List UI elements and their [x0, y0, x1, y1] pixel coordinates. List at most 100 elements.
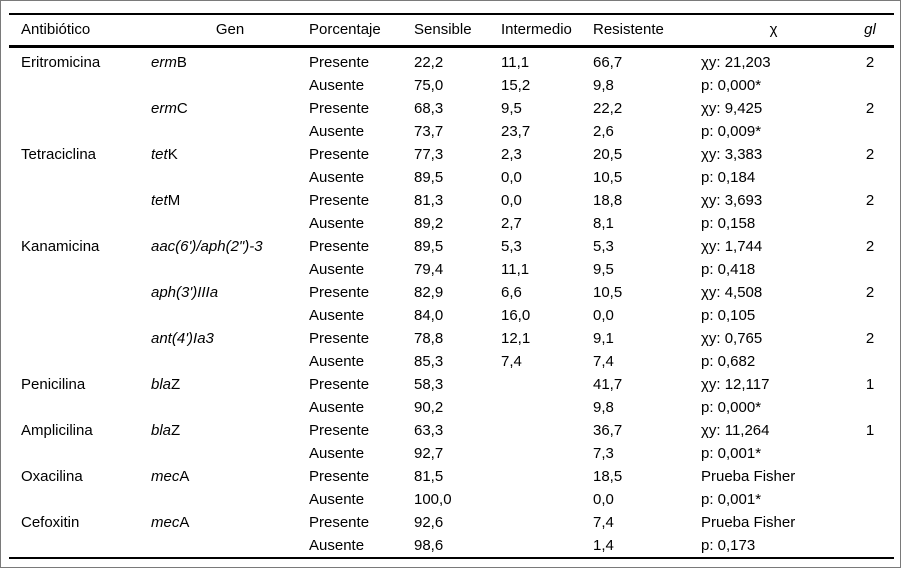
table-row: Ausente 100,0 0,0 p: 0,001*	[9, 488, 894, 511]
table-body: Eritromicina ermB Presente 22,2 11,1 66,…	[9, 47, 894, 559]
column-header-gen: Gen	[151, 14, 309, 48]
table-row: ermC Presente 68,3 9,5 22,2 χy: 9,425 2	[9, 97, 894, 120]
cell-porcentaje: Presente	[309, 330, 370, 347]
cell-antibiotico	[9, 327, 151, 350]
cell-porcentaje: Ausente	[309, 215, 365, 232]
cell-chi: p: 0,000*	[701, 77, 762, 94]
column-header-sensible: Sensible	[414, 14, 501, 48]
cell-antibiotico	[9, 350, 151, 373]
gene-name-italic: bla	[151, 422, 172, 439]
cell-intermedio	[501, 465, 593, 488]
table-row: Eritromicina ermB Presente 22,2 11,1 66,…	[9, 47, 894, 75]
cell-chi: χy: 4,508	[701, 284, 763, 301]
cell-antibiotico	[9, 120, 151, 143]
cell-sensible: 90,2	[414, 399, 444, 416]
cell-chi: χy: 3,383	[701, 146, 763, 163]
gene-name-suffix: B	[176, 54, 187, 71]
gene-name-suffix: Z	[171, 422, 181, 439]
cell-sensible: 81,5	[414, 468, 444, 485]
cell-resistente: 18,8	[593, 192, 623, 209]
gene-name-suffix: A	[179, 514, 190, 531]
cell-antibiotico	[9, 166, 151, 189]
cell-resistente: 7,4	[593, 514, 614, 531]
cell-gen: blaZ	[151, 373, 309, 396]
cell-gen: aac(6')/aph(2")-3	[151, 235, 309, 258]
column-header-intermedio: Intermedio	[501, 14, 593, 48]
cell-gen	[151, 488, 309, 511]
cell-resistente: 2,6	[593, 123, 614, 140]
table-row: Ausente 90,2 9,8 p: 0,000*	[9, 396, 894, 419]
cell-resistente: 0,0	[593, 307, 614, 324]
cell-intermedio: 0,0	[501, 192, 522, 209]
cell-porcentaje: Presente	[309, 468, 370, 485]
cell-resistente: 22,2	[593, 100, 623, 117]
table-row: Tetraciclina tetK Presente 77,3 2,3 20,5…	[9, 143, 894, 166]
cell-gen: tetK	[151, 143, 309, 166]
cell-porcentaje: Presente	[309, 192, 370, 209]
cell-gen: ermB	[151, 47, 309, 75]
cell-antibiotico: Kanamicina	[21, 238, 100, 255]
cell-chi: p: 0,105	[701, 307, 756, 324]
gene-name-italic: erm	[151, 54, 177, 71]
cell-intermedio: 11,1	[501, 54, 530, 71]
cell-gl: 2	[865, 284, 875, 301]
cell-resistente: 9,5	[593, 261, 614, 278]
cell-sensible: 100,0	[414, 491, 452, 508]
cell-gl: 2	[865, 146, 875, 163]
cell-resistente: 8,1	[593, 215, 614, 232]
cell-chi: χy: 11,264	[701, 422, 770, 439]
cell-gl	[846, 511, 894, 534]
cell-antibiotico: Tetraciclina	[21, 146, 97, 163]
cell-gen: tetM	[151, 189, 309, 212]
cell-gl: 1	[865, 376, 875, 393]
cell-resistente: 5,3	[593, 238, 614, 255]
cell-intermedio	[501, 511, 593, 534]
table-row: aph(3')IIIa Presente 82,9 6,6 10,5 χy: 4…	[9, 281, 894, 304]
cell-gl: 2	[865, 330, 875, 347]
gene-name-italic: aac(6')/aph(2")-3	[151, 238, 263, 255]
cell-antibiotico	[9, 189, 151, 212]
column-header-gl: gl	[846, 14, 894, 48]
cell-sensible: 92,6	[414, 514, 444, 531]
cell-porcentaje: Ausente	[309, 77, 365, 94]
cell-antibiotico: Penicilina	[21, 376, 86, 393]
cell-sensible: 82,9	[414, 284, 444, 301]
gene-name-italic: bla	[151, 376, 172, 393]
cell-sensible: 85,3	[414, 353, 444, 370]
cell-sensible: 73,7	[414, 123, 444, 140]
table-row: Amplicilina blaZ Presente 63,3 36,7 χy: …	[9, 419, 894, 442]
cell-chi: p: 0,418	[701, 261, 756, 278]
cell-resistente: 18,5	[593, 468, 623, 485]
cell-porcentaje: Ausente	[309, 445, 365, 462]
cell-intermedio	[501, 442, 593, 465]
cell-porcentaje: Ausente	[309, 169, 365, 186]
cell-chi: p: 0,000*	[701, 399, 762, 416]
table-row: Ausente 84,0 16,0 0,0 p: 0,105	[9, 304, 894, 327]
cell-sensible: 89,5	[414, 169, 444, 186]
gene-name-suffix: C	[176, 100, 188, 117]
column-header-porcentaje: Porcentaje	[309, 14, 414, 48]
gene-name-italic: tet	[151, 146, 168, 163]
cell-gl	[846, 534, 894, 558]
cell-porcentaje: Presente	[309, 54, 370, 71]
table-row: Ausente 89,5 0,0 10,5 p: 0,184	[9, 166, 894, 189]
column-header-chi: χ	[701, 14, 846, 48]
cell-chi: χy: 1,744	[701, 238, 763, 255]
table-row: Oxacilina mecA Presente 81,5 18,5 Prueba…	[9, 465, 894, 488]
cell-gen	[151, 396, 309, 419]
cell-intermedio: 15,2	[501, 77, 531, 94]
cell-chi: p: 0,009*	[701, 123, 762, 140]
gene-name-suffix: K	[167, 146, 178, 163]
cell-gen	[151, 534, 309, 558]
cell-antibiotico	[9, 488, 151, 511]
cell-porcentaje: Presente	[309, 514, 370, 531]
cell-intermedio: 2,7	[501, 215, 522, 232]
cell-antibiotico: Oxacilina	[21, 468, 83, 485]
table-row: Ausente 92,7 7,3 p: 0,001*	[9, 442, 894, 465]
cell-porcentaje: Ausente	[309, 491, 365, 508]
cell-gl	[846, 74, 894, 97]
table-row: Ausente 98,6 1,4 p: 0,173	[9, 534, 894, 558]
table-row: Kanamicina aac(6')/aph(2")-3 Presente 89…	[9, 235, 894, 258]
cell-resistente: 20,5	[593, 146, 623, 163]
cell-resistente: 9,8	[593, 77, 614, 94]
